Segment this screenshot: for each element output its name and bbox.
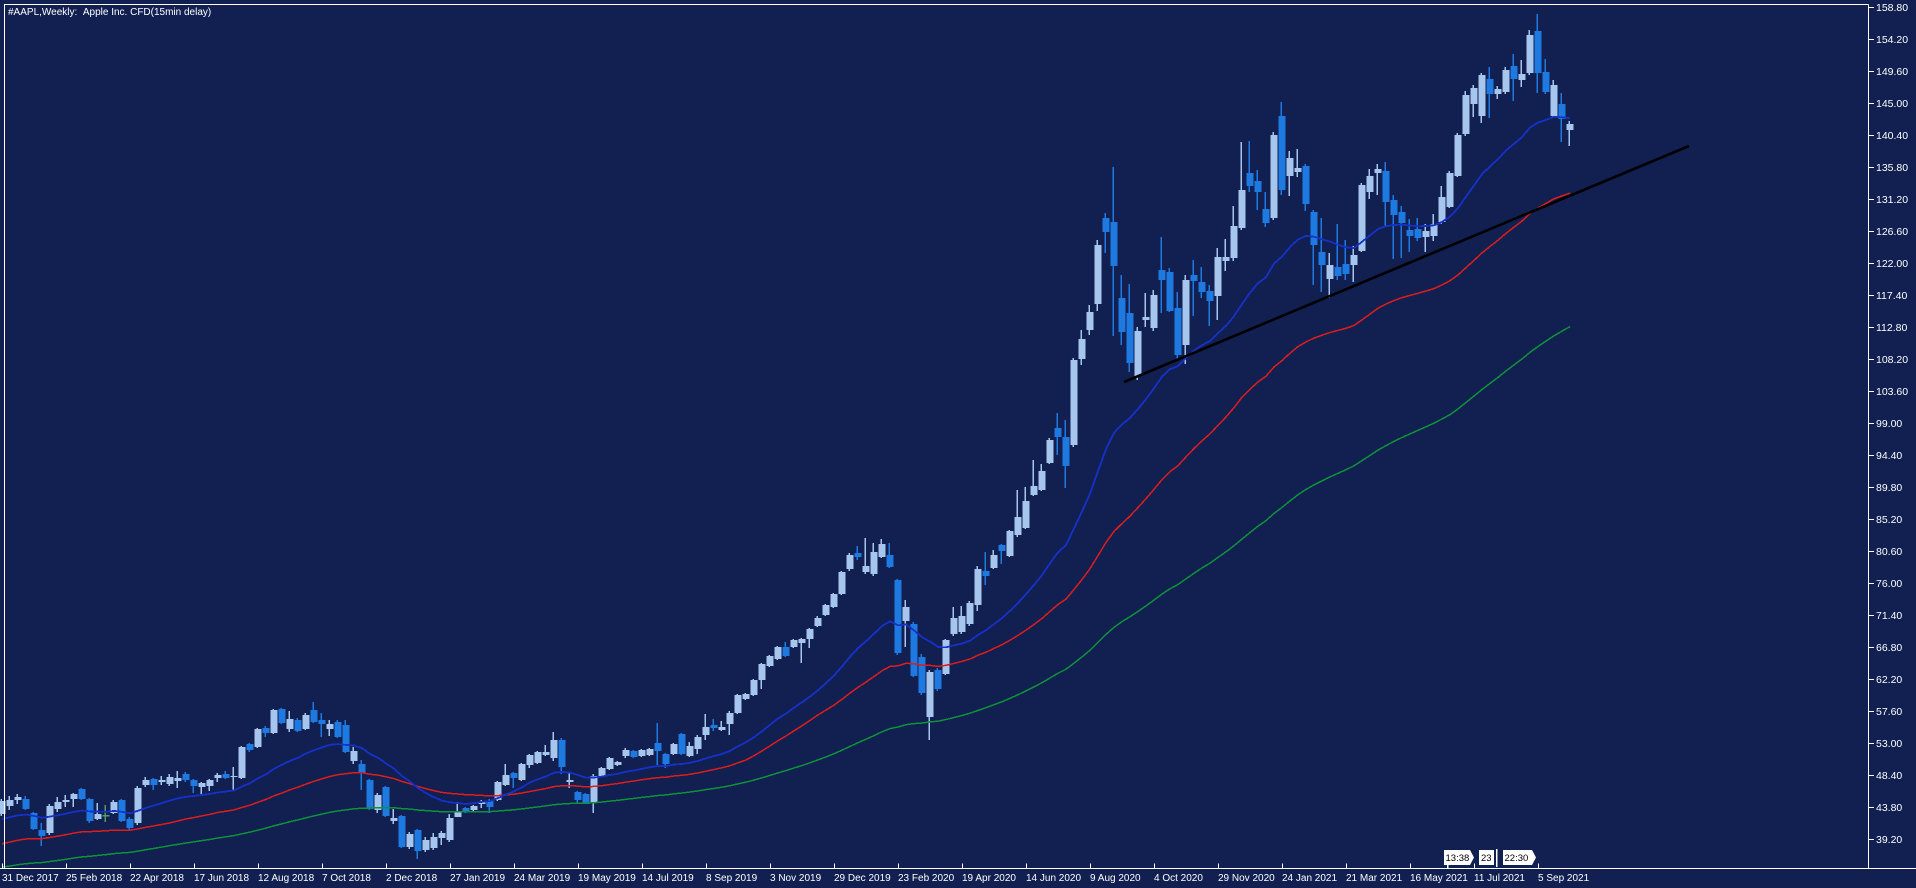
svg-text:22:30: 22:30	[1505, 853, 1529, 864]
svg-text:131.20: 131.20	[1876, 194, 1908, 206]
svg-text:22 Apr 2018: 22 Apr 2018	[130, 873, 184, 884]
svg-text:117.40: 117.40	[1876, 290, 1907, 302]
svg-text:24 Jan 2021: 24 Jan 2021	[1282, 873, 1337, 884]
svg-text:66.80: 66.80	[1876, 642, 1902, 654]
svg-text:#AAPL,Weekly: Apple Inc. CFD(: #AAPL,Weekly: Apple Inc. CFD(15min delay…	[8, 7, 211, 18]
svg-text:12 Aug 2018: 12 Aug 2018	[258, 873, 315, 884]
svg-text:85.20: 85.20	[1876, 514, 1902, 526]
svg-text:57.60: 57.60	[1876, 706, 1902, 718]
svg-text:140.40: 140.40	[1876, 130, 1908, 142]
svg-text:103.60: 103.60	[1876, 386, 1908, 398]
svg-text:23 Feb 2020: 23 Feb 2020	[898, 873, 955, 884]
svg-text:99.00: 99.00	[1876, 418, 1902, 430]
svg-text:13:38: 13:38	[1446, 853, 1470, 864]
svg-text:24 Mar 2019: 24 Mar 2019	[514, 873, 571, 884]
svg-text:23: 23	[1481, 853, 1492, 864]
svg-text:3 Nov 2019: 3 Nov 2019	[770, 873, 822, 884]
svg-text:122.00: 122.00	[1876, 258, 1908, 270]
svg-text:71.40: 71.40	[1876, 610, 1902, 622]
svg-text:8 Sep 2019: 8 Sep 2019	[706, 873, 758, 884]
svg-text:126.60: 126.60	[1876, 226, 1908, 238]
svg-text:17 Jun 2018: 17 Jun 2018	[194, 873, 249, 884]
svg-text:89.80: 89.80	[1876, 482, 1902, 494]
svg-text:29 Nov 2020: 29 Nov 2020	[1218, 873, 1275, 884]
svg-text:11 Jul 2021: 11 Jul 2021	[1474, 873, 1525, 884]
svg-text:7 Oct 2018: 7 Oct 2018	[322, 873, 371, 884]
svg-text:39.20: 39.20	[1876, 834, 1902, 846]
svg-text:135.80: 135.80	[1876, 162, 1908, 174]
svg-text:19 May 2019: 19 May 2019	[578, 873, 636, 884]
svg-text:2 Dec 2018: 2 Dec 2018	[386, 873, 438, 884]
svg-text:112.80: 112.80	[1876, 322, 1907, 334]
svg-text:31 Dec 2017: 31 Dec 2017	[2, 873, 59, 884]
svg-text:62.20: 62.20	[1876, 674, 1902, 686]
svg-text:53.00: 53.00	[1876, 738, 1902, 750]
svg-text:14 Jul 2019: 14 Jul 2019	[642, 873, 694, 884]
svg-text:19 Apr 2020: 19 Apr 2020	[962, 873, 1016, 884]
svg-text:16 May 2021: 16 May 2021	[1410, 873, 1468, 884]
svg-text:94.40: 94.40	[1876, 450, 1902, 462]
svg-text:48.40: 48.40	[1876, 770, 1902, 782]
svg-text:43.80: 43.80	[1876, 802, 1902, 814]
svg-text:149.60: 149.60	[1876, 66, 1908, 78]
svg-text:9 Aug 2020: 9 Aug 2020	[1090, 873, 1141, 884]
svg-text:29 Dec 2019: 29 Dec 2019	[834, 873, 891, 884]
svg-text:4 Oct 2020: 4 Oct 2020	[1154, 873, 1203, 884]
svg-text:21 Mar 2021: 21 Mar 2021	[1346, 873, 1403, 884]
svg-text:76.00: 76.00	[1876, 578, 1902, 590]
svg-text:145.00: 145.00	[1876, 98, 1908, 110]
svg-text:108.20: 108.20	[1876, 354, 1908, 366]
svg-text:14 Jun 2020: 14 Jun 2020	[1026, 873, 1081, 884]
svg-text:25 Feb 2018: 25 Feb 2018	[66, 873, 123, 884]
svg-text:80.60: 80.60	[1876, 546, 1902, 558]
svg-text:158.80: 158.80	[1876, 2, 1908, 14]
svg-text:27 Jan 2019: 27 Jan 2019	[450, 873, 505, 884]
svg-text:154.20: 154.20	[1876, 34, 1908, 46]
svg-text:5 Sep 2021: 5 Sep 2021	[1538, 873, 1590, 884]
